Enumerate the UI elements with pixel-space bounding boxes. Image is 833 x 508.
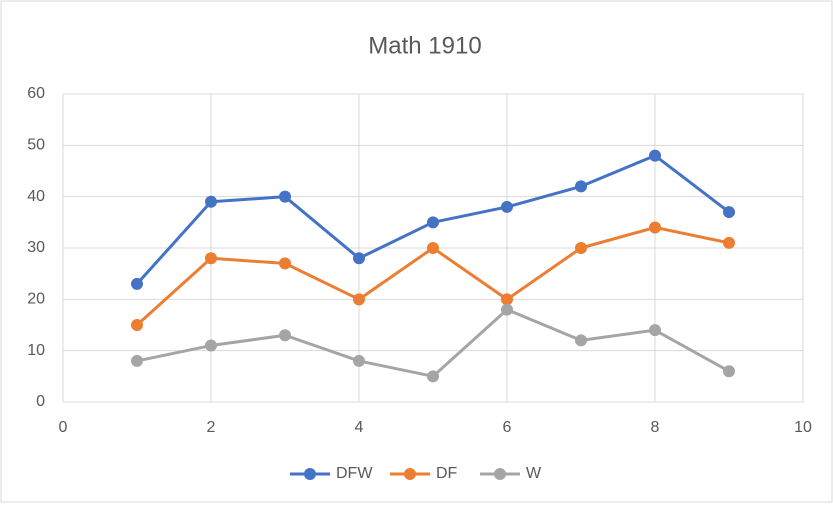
chart-title: Math 1910 [368,32,481,59]
data-point [649,149,661,162]
data-point [205,339,217,352]
data-point [353,293,365,306]
data-point [649,324,661,337]
data-point [427,216,439,229]
data-point [575,334,587,347]
legend-marker [404,468,416,480]
legend-label: W [526,465,542,482]
legend-label: DF [436,465,458,482]
data-point [501,293,513,306]
grid: 0 10 20 30 40 50 60 0 2 4 6 8 10 [27,85,812,436]
data-point [723,236,735,249]
x-tick-label: 10 [794,419,812,436]
x-tick-label: 8 [651,419,660,436]
legend-marker [494,468,506,480]
data-point [575,242,587,254]
x-tick-label: 0 [59,419,68,436]
data-point [649,221,661,234]
data-point [575,180,587,193]
legend-marker [304,468,316,480]
data-point [501,303,513,316]
data-point [501,200,513,213]
y-tick-label: 60 [27,85,45,102]
legend: DFW DF W [290,465,542,482]
data-point [279,190,291,203]
data-point [279,329,291,342]
data-point [205,195,217,208]
x-tick-label: 4 [355,419,364,436]
y-tick-label: 50 [27,137,45,154]
legend-label: DFW [336,465,373,482]
data-point [131,277,143,290]
data-point [723,206,735,219]
data-point [353,354,365,367]
data-point [427,242,439,254]
plot [131,149,735,383]
y-tick-label: 10 [27,342,45,359]
y-tick-label: 0 [36,393,45,410]
data-point [279,257,291,270]
data-point [205,252,217,265]
y-tick-label: 20 [27,291,45,308]
data-point [131,354,143,367]
x-tick-label: 6 [503,419,512,436]
data-point [427,370,439,383]
y-tick-label: 30 [27,239,45,256]
data-point [353,252,365,265]
x-tick-label: 2 [207,419,216,436]
data-point [723,365,735,378]
data-point [131,319,143,331]
y-tick-label: 40 [27,188,45,205]
